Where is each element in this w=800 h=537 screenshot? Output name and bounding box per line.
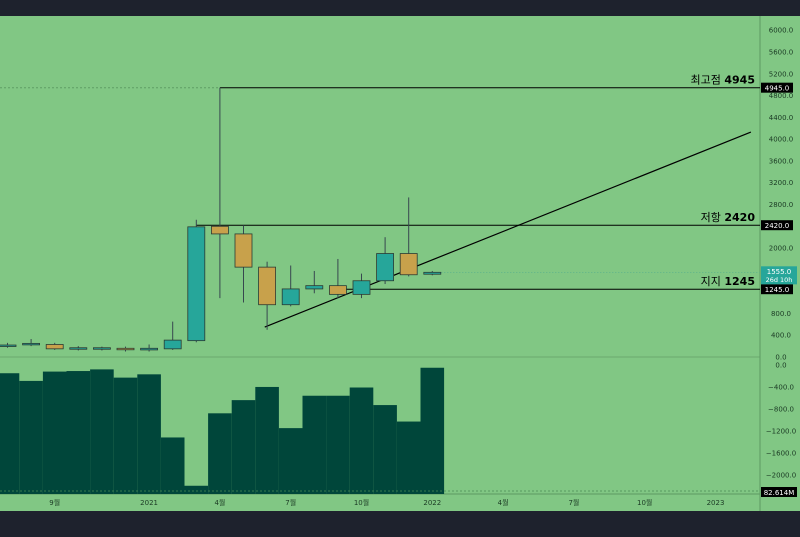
time-tick-label: 2023 bbox=[707, 499, 725, 507]
level-price-tag bbox=[761, 82, 793, 93]
current-price-tag-text: 1555.0 bbox=[767, 268, 792, 276]
price-tick-label: 3600.0 bbox=[769, 157, 794, 165]
volume-tick-label: −1600.0 bbox=[766, 449, 796, 457]
candles bbox=[0, 87, 442, 352]
volume-bar[interactable] bbox=[137, 374, 161, 494]
level-price-tag-text: 1245.0 bbox=[765, 286, 790, 294]
candle-body[interactable] bbox=[69, 347, 88, 350]
volume-bar[interactable] bbox=[231, 400, 256, 494]
volume-tick-label: −800.0 bbox=[768, 405, 794, 413]
time-tick-label: 4월 bbox=[214, 498, 225, 507]
candle-body[interactable] bbox=[376, 253, 395, 282]
horizontal-levels: 최고점 4945 저항 2420 지지 1245 bbox=[0, 74, 760, 290]
candle-body[interactable] bbox=[281, 288, 300, 306]
candle-body[interactable] bbox=[399, 253, 418, 276]
candle-body[interactable] bbox=[352, 280, 371, 295]
price-tick-label: 400.0 bbox=[771, 332, 791, 340]
level-price-tag-text: 2420.0 bbox=[765, 222, 790, 230]
volume-bar[interactable] bbox=[278, 428, 303, 494]
price-tick-label: 3200.0 bbox=[769, 179, 794, 187]
time-tick-label: 2021 bbox=[140, 499, 158, 507]
candle-body[interactable] bbox=[234, 233, 253, 268]
time-tick-label: 10월 bbox=[637, 498, 652, 507]
level-price-tag bbox=[761, 284, 793, 295]
level-label: 지지 1245 bbox=[701, 275, 755, 288]
time-tick-label: 10월 bbox=[354, 498, 369, 507]
bottom-frame bbox=[0, 511, 800, 533]
price-tick-label: 2000.0 bbox=[769, 245, 794, 253]
current-price-countdown: 26d 10h bbox=[766, 276, 793, 284]
current-volume-tag bbox=[761, 487, 797, 497]
volume-bar[interactable] bbox=[184, 485, 209, 494]
time-tick-label: 9월 bbox=[49, 498, 60, 507]
price-tick-label: 0.0 bbox=[775, 354, 786, 362]
candle-body[interactable] bbox=[210, 225, 229, 235]
volume-tick-label: −1200.0 bbox=[766, 427, 796, 435]
volume-bar[interactable] bbox=[349, 387, 374, 494]
volume-bar[interactable] bbox=[160, 437, 185, 494]
current-price-tag bbox=[761, 266, 797, 285]
volume-bar[interactable] bbox=[326, 395, 350, 494]
volume-bars bbox=[0, 367, 760, 494]
price-tick-label: 4400.0 bbox=[769, 114, 794, 122]
top-frame bbox=[0, 0, 800, 16]
price-tick-label: 2800.0 bbox=[769, 201, 794, 209]
candle-body[interactable] bbox=[116, 347, 135, 351]
candle-body[interactable] bbox=[93, 347, 111, 350]
level-label: 최고점 4945 bbox=[691, 74, 755, 87]
price-tick-label: 5200.0 bbox=[769, 70, 794, 78]
candle-body[interactable] bbox=[163, 339, 182, 350]
volume-bar[interactable] bbox=[66, 371, 91, 494]
candle-body[interactable] bbox=[423, 271, 442, 275]
volume-bar[interactable] bbox=[396, 421, 421, 494]
time-tick-label: 4월 bbox=[498, 498, 509, 507]
price-tick-label: 4800.0 bbox=[769, 92, 794, 100]
volume-bar[interactable] bbox=[113, 377, 138, 494]
volume-tick-label: −2000.0 bbox=[766, 471, 796, 479]
level-price-tag bbox=[761, 220, 793, 231]
candle-body[interactable] bbox=[258, 266, 277, 306]
price-axis-background bbox=[760, 16, 800, 511]
candle-body[interactable] bbox=[305, 285, 324, 290]
time-tick-label: 7월 bbox=[285, 498, 296, 507]
volume-tick-label: −400.0 bbox=[768, 383, 794, 391]
volume-bar[interactable] bbox=[208, 413, 232, 494]
volume-bar[interactable] bbox=[90, 369, 114, 494]
volume-bar[interactable] bbox=[302, 395, 327, 494]
price-tick-label: 4000.0 bbox=[769, 136, 794, 144]
level-price-tag-text: 4945.0 bbox=[765, 85, 790, 93]
volume-bar[interactable] bbox=[19, 380, 43, 494]
volume-axis: 0.0 −400.0 −800.0 −1200.0 −1600.0 −2000.0 bbox=[766, 362, 796, 480]
candle-body[interactable] bbox=[187, 226, 206, 342]
volume-bar[interactable] bbox=[42, 371, 67, 494]
price-tick-label: 800.0 bbox=[771, 310, 791, 318]
volume-tick-label: 0.0 bbox=[775, 362, 786, 370]
current-volume-tag-text: 82.614M bbox=[764, 489, 795, 497]
time-axis: 9월 2021 4월 7월 10월 2022 4월 7월 10월 2023 bbox=[49, 498, 724, 507]
volume-bar[interactable] bbox=[420, 367, 445, 494]
volume-bar[interactable] bbox=[373, 405, 397, 494]
price-tick-label: 5600.0 bbox=[769, 49, 794, 57]
level-label: 저항 2420 bbox=[701, 211, 756, 224]
candle-body[interactable] bbox=[328, 285, 347, 295]
price-tick-label: 6000.0 bbox=[769, 27, 794, 35]
candle-body[interactable] bbox=[45, 344, 64, 350]
volume-bar[interactable] bbox=[0, 373, 20, 494]
volume-bar[interactable] bbox=[255, 386, 279, 494]
time-tick-label: 2022 bbox=[423, 499, 441, 507]
candle-body[interactable] bbox=[140, 347, 159, 351]
candle-body[interactable] bbox=[22, 342, 41, 346]
candle-body[interactable] bbox=[0, 344, 17, 347]
time-tick-label: 7월 bbox=[568, 498, 579, 507]
